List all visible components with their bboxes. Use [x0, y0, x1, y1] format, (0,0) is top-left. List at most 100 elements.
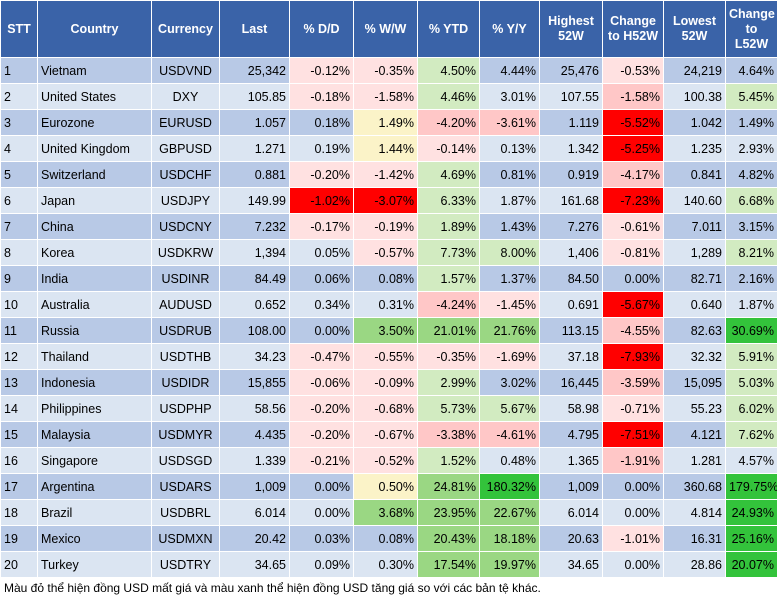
change-l52w-cell: 4.64%: [725, 57, 777, 84]
stt-cell: 15: [0, 421, 38, 448]
table-row: 3 Eurozone EURUSD 1.057 0.18% 1.49% -4.20% -3.6…: [0, 109, 777, 136]
dd-cell: 0.03%: [289, 525, 354, 552]
yy-cell: 5.67%: [479, 395, 540, 422]
lowest-52w-cell: 15,095: [663, 369, 726, 396]
header-yy: % Y/Y: [479, 0, 540, 58]
dd-cell: -0.12%: [289, 57, 354, 84]
lowest-52w-cell: 16.31: [663, 525, 726, 552]
change-h52w-cell: -7.93%: [602, 343, 664, 370]
header-ytd: % YTD: [417, 0, 480, 58]
ww-cell: -0.09%: [353, 369, 418, 396]
table-row: 10 Australia AUDUSD 0.652 0.34% 0.31% -4.24% -1…: [0, 291, 777, 318]
ww-cell: 1.44%: [353, 135, 418, 162]
yy-cell: 4.44%: [479, 57, 540, 84]
yy-cell: 19.97%: [479, 551, 540, 578]
table-row: 2 United States DXY 105.85 -0.18% -1.58% 4.46%…: [0, 83, 777, 110]
change-h52w-cell: -1.01%: [602, 525, 664, 552]
ww-cell: -3.07%: [353, 187, 418, 214]
last-cell: 6.014: [219, 499, 290, 526]
change-h52w-cell: -7.51%: [602, 421, 664, 448]
last-cell: 1,394: [219, 239, 290, 266]
country-cell: Singapore: [37, 447, 152, 474]
table-row: 20 Turkey USDTRY 34.65 0.09% 0.30% 17.54% 19.97…: [0, 551, 777, 578]
currency-cell: USDBRL: [151, 499, 220, 526]
last-cell: 25,342: [219, 57, 290, 84]
currency-cell: USDSGD: [151, 447, 220, 474]
currency-cell: EURUSD: [151, 109, 220, 136]
change-l52w-cell: 4.82%: [725, 161, 777, 188]
change-l52w-cell: 5.45%: [725, 83, 777, 110]
ytd-cell: 6.33%: [417, 187, 480, 214]
change-l52w-cell: 24.93%: [725, 499, 777, 526]
ww-cell: 3.50%: [353, 317, 418, 344]
change-l52w-cell: 5.91%: [725, 343, 777, 370]
dd-cell: -0.47%: [289, 343, 354, 370]
dd-cell: -0.20%: [289, 161, 354, 188]
yy-cell: 21.76%: [479, 317, 540, 344]
change-h52w-cell: -0.61%: [602, 213, 664, 240]
currency-cell: USDTHB: [151, 343, 220, 370]
country-cell: Switzerland: [37, 161, 152, 188]
currency-cell: USDMYR: [151, 421, 220, 448]
stt-cell: 20: [0, 551, 38, 578]
highest-52w-cell: 1.342: [539, 135, 603, 162]
table-row: 14 Philippines USDPHP 58.56 -0.20% -0.68% 5.73…: [0, 395, 777, 422]
currency-table: STT Country Currency Last % D/D % W/W % …: [0, 0, 777, 578]
ytd-cell: -0.14%: [417, 135, 480, 162]
dd-cell: 0.19%: [289, 135, 354, 162]
change-l52w-cell: 1.87%: [725, 291, 777, 318]
header-row: STT Country Currency Last % D/D % W/W % …: [0, 0, 777, 58]
last-cell: 1.339: [219, 447, 290, 474]
stt-cell: 8: [0, 239, 38, 266]
dd-cell: 0.09%: [289, 551, 354, 578]
change-h52w-cell: -0.53%: [602, 57, 664, 84]
highest-52w-cell: 0.691: [539, 291, 603, 318]
ytd-cell: 7.73%: [417, 239, 480, 266]
currency-cell: USDCNY: [151, 213, 220, 240]
header-dd: % D/D: [289, 0, 354, 58]
dd-cell: 0.05%: [289, 239, 354, 266]
yy-cell: -1.69%: [479, 343, 540, 370]
highest-52w-cell: 37.18: [539, 343, 603, 370]
stt-cell: 19: [0, 525, 38, 552]
highest-52w-cell: 161.68: [539, 187, 603, 214]
table-row: 18 Brazil USDBRL 6.014 0.00% 3.68% 23.95% 22.67…: [0, 499, 777, 526]
table-row: 1 Vietnam USDVND 25,342 -0.12% -0.35% 4.50% 4.4…: [0, 57, 777, 84]
country-cell: Turkey: [37, 551, 152, 578]
country-cell: Thailand: [37, 343, 152, 370]
lowest-52w-cell: 1.042: [663, 109, 726, 136]
yy-cell: -1.45%: [479, 291, 540, 318]
header-ww: % W/W: [353, 0, 418, 58]
last-cell: 20.42: [219, 525, 290, 552]
highest-52w-cell: 7.276: [539, 213, 603, 240]
table-row: 4 United Kingdom GBPUSD 1.271 0.19% 1.44% -0.1…: [0, 135, 777, 162]
yy-cell: 22.67%: [479, 499, 540, 526]
yy-cell: 0.13%: [479, 135, 540, 162]
highest-52w-cell: 107.55: [539, 83, 603, 110]
country-cell: Vietnam: [37, 57, 152, 84]
highest-52w-cell: 20.63: [539, 525, 603, 552]
ww-cell: -0.52%: [353, 447, 418, 474]
stt-cell: 12: [0, 343, 38, 370]
table-row: 19 Mexico USDMXN 20.42 0.03% 0.08% 20.43% 18.18…: [0, 525, 777, 552]
country-cell: Indonesia: [37, 369, 152, 396]
change-h52w-cell: -1.58%: [602, 83, 664, 110]
yy-cell: 18.18%: [479, 525, 540, 552]
ww-cell: -0.67%: [353, 421, 418, 448]
highest-52w-cell: 58.98: [539, 395, 603, 422]
change-h52w-cell: -5.25%: [602, 135, 664, 162]
currency-cell: DXY: [151, 83, 220, 110]
ytd-cell: -4.24%: [417, 291, 480, 318]
ytd-cell: 2.99%: [417, 369, 480, 396]
change-h52w-cell: -3.59%: [602, 369, 664, 396]
lowest-52w-cell: 4.814: [663, 499, 726, 526]
change-h52w-cell: -0.71%: [602, 395, 664, 422]
table-row: 12 Thailand USDTHB 34.23 -0.47% -0.55% -0.35% -…: [0, 343, 777, 370]
header-currency: Currency: [151, 0, 220, 58]
ytd-cell: -4.20%: [417, 109, 480, 136]
lowest-52w-cell: 55.23: [663, 395, 726, 422]
stt-cell: 16: [0, 447, 38, 474]
change-h52w-cell: -5.67%: [602, 291, 664, 318]
lowest-52w-cell: 28.86: [663, 551, 726, 578]
ytd-cell: 17.54%: [417, 551, 480, 578]
